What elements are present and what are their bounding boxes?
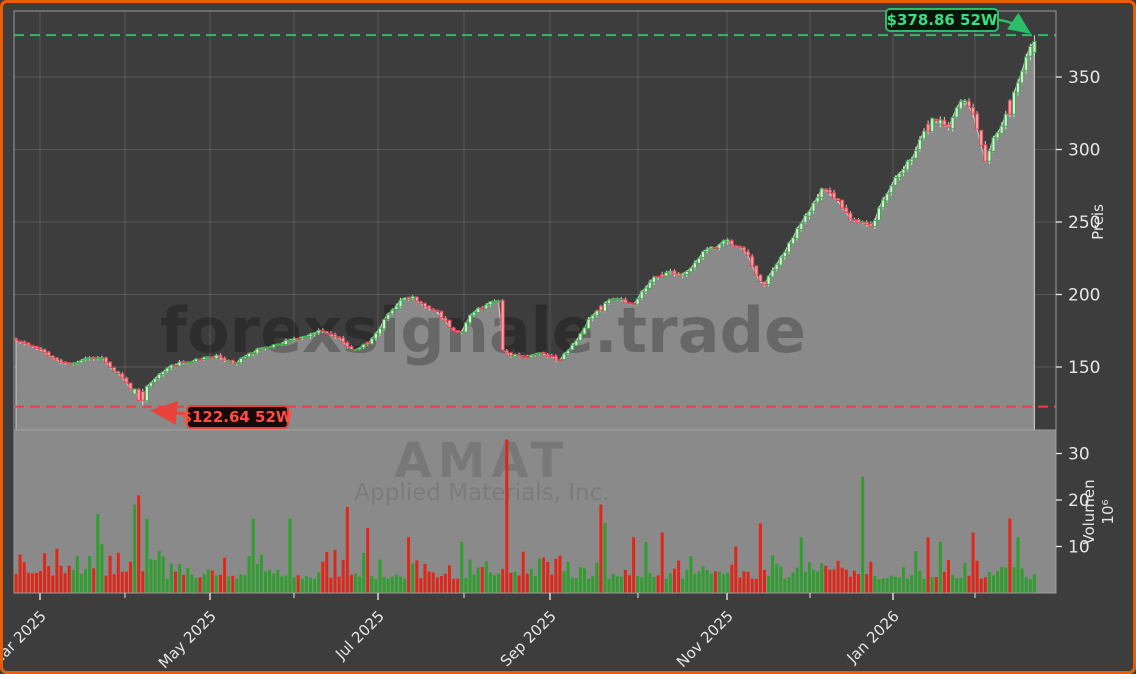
low-annotation: $122.64 52W bbox=[150, 400, 293, 429]
volume-axis-title: Volumen bbox=[1080, 479, 1098, 544]
price-tick-label: 250 bbox=[1068, 213, 1100, 233]
volume-up-bars bbox=[71, 476, 1036, 593]
x-tick-label: Nov 2025 bbox=[673, 607, 737, 671]
volume-tick-label: 10 bbox=[1068, 538, 1090, 558]
volume-axis: 10 20 30 Volumen 10⁶ bbox=[1056, 445, 1117, 558]
high-arrow bbox=[998, 12, 1032, 34]
volume-panel-border bbox=[13, 429, 1057, 594]
volume-series bbox=[14, 439, 1036, 593]
down-candle-bodies bbox=[14, 99, 1012, 401]
price-tick-label: 300 bbox=[1068, 141, 1100, 161]
volume-down-bars bbox=[14, 439, 1012, 593]
volume-axis-unit: 10⁶ bbox=[1099, 499, 1117, 524]
price-tick-label: 350 bbox=[1068, 68, 1100, 88]
high-label-text: $378.86 52W bbox=[887, 11, 998, 29]
low-label-box bbox=[186, 405, 289, 429]
x-axis: Mar 2025 May 2025 Jul 2025 Sep 2025 Nov 2025… bbox=[0, 593, 976, 672]
candlestick-series bbox=[14, 35, 1037, 407]
watermark-main-text: forexsignale.trade bbox=[160, 294, 806, 367]
high-annotation: $378.86 52W bbox=[885, 8, 1032, 34]
watermark-company-text: Applied Materials, Inc. bbox=[354, 480, 609, 506]
price-tick-label: 200 bbox=[1068, 286, 1100, 306]
low-label-text: $122.64 52W bbox=[182, 408, 293, 426]
x-tick-label: Mar 2025 bbox=[0, 607, 50, 670]
x-tick-label: Sep 2025 bbox=[497, 607, 560, 670]
watermark-symbol-text: AMAT bbox=[394, 433, 569, 489]
volume-tick-label: 30 bbox=[1068, 445, 1090, 465]
price-axis-title: Preis bbox=[1089, 204, 1107, 240]
x-tick-label: May 2025 bbox=[155, 607, 220, 672]
x-tick-label: Jan 2026 bbox=[843, 607, 903, 667]
price-axis: 150 200 250 300 350 Preis bbox=[1056, 68, 1107, 378]
volume-panel-bg bbox=[14, 430, 1056, 593]
price-tick-label: 150 bbox=[1068, 358, 1100, 378]
high-label-box bbox=[885, 8, 999, 32]
up-candle-bodies bbox=[71, 41, 1037, 402]
x-tick-label: Jul 2025 bbox=[331, 607, 388, 664]
volume-tick-label: 20 bbox=[1068, 491, 1090, 511]
